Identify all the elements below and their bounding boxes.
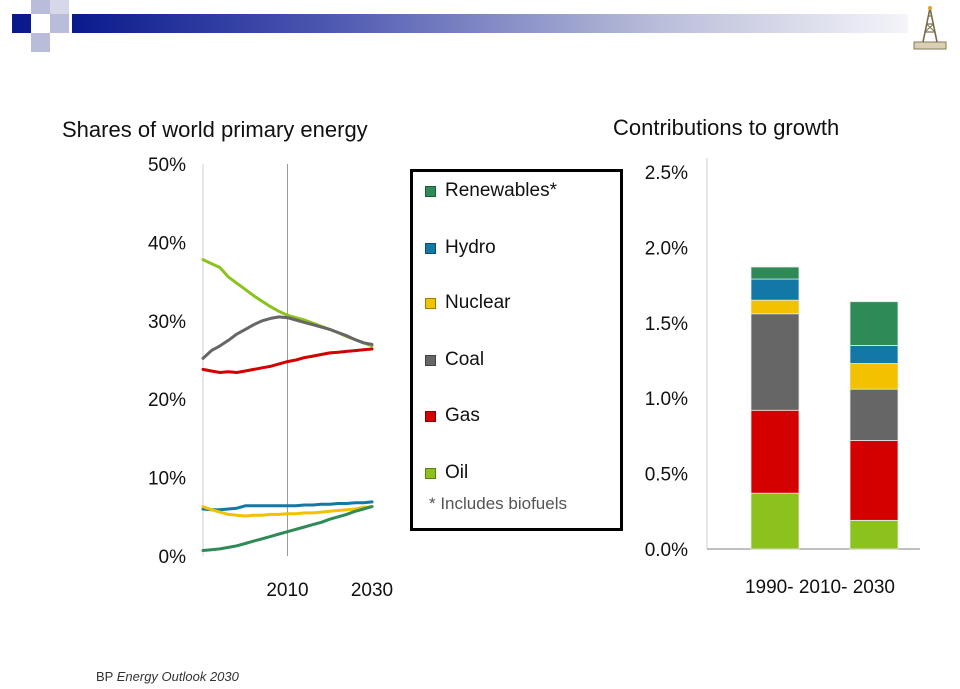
legend-label: Coal [445, 349, 485, 370]
legend-swatch [425, 242, 436, 254]
right-chart-title: Contributions to growth [613, 115, 840, 140]
bar-segment-nuclear [849, 363, 899, 390]
oil-rig-icon [913, 6, 947, 50]
bar-segment-oil [750, 492, 800, 550]
y-tick-label: 50% [148, 155, 186, 176]
x-axis-label: 1990- 2010- 2030 [745, 577, 895, 598]
bar-segment-hydro [849, 345, 899, 364]
bar-segment-oil [849, 519, 899, 550]
y-tick-label: 10% [148, 469, 186, 490]
left-chart-title: Shares of world primary energy [62, 117, 368, 142]
header-square-navy [12, 14, 31, 33]
bar-segment-hydro [750, 278, 800, 301]
bar-segment-gas [750, 409, 800, 494]
header-bar [0, 0, 908, 60]
legend-item-oil: Oil [425, 462, 468, 484]
y-tick-label: 1.5% [645, 314, 688, 335]
header-square-light [50, 0, 69, 14]
legend-item-hydro: Hydro [425, 237, 496, 259]
source-credit: BP Energy Outlook 2030 [96, 669, 239, 684]
y-tick-label: 0% [159, 547, 187, 568]
legend-item-renewables: Renewables* [425, 180, 557, 202]
legend: Renewables* Hydro Nuclear Coal Gas Oil *… [410, 169, 623, 531]
growth-bar-chart: 0.0% 0.5% 1.0% 1.5% 2.0% 2.5% 1990- 2010- 2030 [645, 158, 920, 598]
legend-label: Oil [445, 462, 469, 483]
legend-label: Nuclear [445, 292, 511, 313]
legend-item-nuclear: Nuclear [425, 292, 510, 314]
y-tick-label: 0.5% [645, 465, 688, 486]
legend-swatch [425, 467, 436, 479]
series-line-hydro [201, 500, 374, 512]
header-square-light [31, 33, 50, 52]
bar-segment-renewables [849, 301, 899, 346]
legend-swatch [425, 410, 436, 422]
y-tick-label: 40% [148, 233, 186, 254]
bar-segment-gas [849, 440, 899, 521]
x-tick-label: 2030 [351, 580, 393, 601]
shares-line-chart: 0% 10% 20% 30% 40% 50% 2010 2030 [148, 155, 393, 601]
y-tick-label: 2.5% [645, 163, 688, 184]
legend-label: Gas [445, 405, 480, 426]
legend-swatch [425, 185, 436, 197]
y-tick-label: 0.0% [645, 540, 688, 561]
source-publication: Energy Outlook 2030 [116, 669, 239, 684]
legend-swatch [425, 354, 436, 366]
x-tick-label: 2010 [266, 580, 308, 601]
legend-item-gas: Gas [425, 405, 480, 427]
y-tick-label: 1.0% [645, 389, 688, 410]
legend-swatch [425, 297, 436, 309]
header-gradient-band [72, 14, 908, 33]
bar-segment-nuclear [750, 299, 800, 315]
bar-segment-coal [750, 313, 800, 411]
y-tick-label: 20% [148, 390, 186, 411]
series-line-gas [201, 347, 374, 374]
source-org: BP [96, 669, 114, 684]
y-tick-label: 30% [148, 312, 186, 333]
series-line-nuclear [201, 505, 374, 518]
legend-label: Hydro [445, 237, 496, 258]
legend-note: * Includes biofuels [429, 494, 567, 513]
y-tick-label: 2.0% [645, 238, 688, 259]
bar-segment-coal [849, 388, 899, 441]
header-square-light [50, 14, 69, 33]
legend-label: Renewables* [445, 180, 557, 201]
header-square-light [31, 0, 50, 14]
series-line-renewables [201, 505, 374, 552]
bar-segment-renewables [750, 266, 800, 280]
series-line-coal [201, 315, 374, 360]
legend-item-coal: Coal [425, 349, 484, 371]
